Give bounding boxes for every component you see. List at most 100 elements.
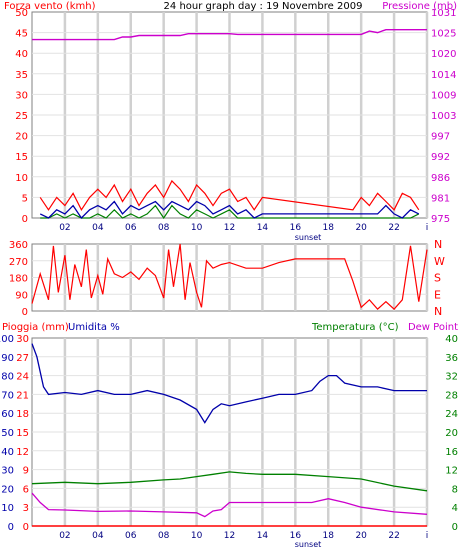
y-tick-label: 20 bbox=[1, 484, 14, 495]
y-tick-label: 70 bbox=[1, 390, 14, 401]
x-tick-label: 08 bbox=[158, 223, 170, 233]
temperature-axis-label: Temperatura (°C) bbox=[311, 322, 399, 333]
sunset-label-1: sunset bbox=[295, 233, 322, 242]
x-tick-label: 22 bbox=[388, 223, 399, 233]
y-tick-label: 40 bbox=[445, 334, 458, 345]
y-tick-label: 50 bbox=[15, 8, 28, 19]
x-tick-label: 14 bbox=[257, 223, 269, 233]
x-tick-label: 18 bbox=[323, 223, 335, 233]
rain-axis-label: Pioggia (mm) bbox=[2, 322, 69, 333]
y-tick-label: 90 bbox=[15, 290, 28, 301]
y-tick-label: 997 bbox=[431, 132, 450, 143]
x-tick-label: 14 bbox=[257, 531, 269, 541]
y-tick-label: 1009 bbox=[431, 90, 456, 101]
y-tick-label: W bbox=[434, 255, 445, 268]
y-tick-label: 30 bbox=[15, 90, 28, 101]
y-tick-label: S bbox=[434, 272, 441, 285]
y-tick-label: 28 bbox=[445, 390, 458, 401]
y-tick-label: 1025 bbox=[431, 29, 456, 40]
y-tick-label: 25 bbox=[15, 111, 28, 122]
y-tick-label: 1020 bbox=[431, 49, 456, 60]
series-line bbox=[31, 343, 427, 424]
pressure-axis-label: Pressione (mb) bbox=[382, 1, 457, 12]
y-tick-label: 975 bbox=[431, 214, 450, 225]
y-tick-label: N bbox=[434, 238, 442, 251]
x-tick-label: 04 bbox=[92, 223, 104, 233]
temperature-humidity-grid bbox=[32, 338, 429, 526]
x-tick-label: 22 bbox=[388, 531, 399, 541]
y-tick-label: 80 bbox=[1, 372, 14, 383]
y-tick-label: 30 bbox=[1, 466, 14, 477]
y-tick-label: 9 bbox=[23, 466, 29, 477]
y-tick-label: 0 bbox=[23, 522, 29, 533]
wind-direction-series bbox=[31, 243, 428, 310]
y-tick-label: 6 bbox=[23, 484, 29, 495]
series-line bbox=[31, 492, 428, 518]
x-tick-label: 12 bbox=[224, 223, 235, 233]
y-tick-label: 40 bbox=[15, 49, 28, 60]
x-tick-label: 16 bbox=[290, 223, 302, 233]
x-tick-label: 20 bbox=[355, 531, 367, 541]
x-tick-label: 16 bbox=[290, 531, 302, 541]
y-tick-label: 20 bbox=[445, 428, 458, 439]
x-tick-label: 02 bbox=[59, 223, 70, 233]
y-tick-label: 16 bbox=[445, 447, 458, 458]
chart-title: 24 hour graph day : 19 Novembre 2009 bbox=[164, 1, 363, 12]
x-tick-label: 12 bbox=[224, 531, 235, 541]
y-tick-label: 4 bbox=[452, 503, 458, 514]
y-tick-label: 992 bbox=[431, 152, 450, 163]
y-tick-label: 90 bbox=[1, 353, 14, 364]
y-tick-label: 15 bbox=[16, 428, 29, 439]
y-tick-label: 10 bbox=[1, 503, 14, 514]
y-tick-label: 100 bbox=[0, 334, 14, 345]
y-tick-label: E bbox=[434, 288, 441, 301]
x-tick-label: 10 bbox=[191, 223, 203, 233]
x-tick-label: 10 bbox=[191, 531, 203, 541]
series-line bbox=[39, 179, 420, 211]
y-tick-label: 24 bbox=[445, 409, 458, 420]
y-tick-label: 60 bbox=[1, 409, 14, 420]
y-tick-label: 0 bbox=[22, 307, 28, 318]
wind-pressure-series bbox=[32, 29, 427, 220]
y-tick-label: 270 bbox=[9, 257, 28, 268]
series-line bbox=[31, 471, 428, 492]
y-tick-label: 45 bbox=[15, 29, 28, 40]
y-tick-label: 8 bbox=[452, 484, 458, 495]
y-tick-label: 32 bbox=[445, 372, 458, 383]
humidity-axis-label: Umidita % bbox=[68, 322, 120, 333]
temperature-humidity-series bbox=[31, 343, 428, 527]
dewpoint-axis-label: Dew Point bbox=[408, 322, 458, 333]
series-line bbox=[32, 29, 427, 41]
wind-axis-label: Forza vento (kmh) bbox=[4, 1, 96, 12]
sunset-label-3: sunset bbox=[295, 540, 322, 549]
y-tick-label: 12 bbox=[16, 447, 29, 458]
x-tick-label: i bbox=[426, 223, 429, 233]
y-tick-label: 981 bbox=[431, 193, 450, 204]
y-tick-label: 0 bbox=[22, 214, 28, 225]
temperature-humidity-tick-labels: 02 04 06 08 10 12 14 16 18 20 22 i01020304050607080… bbox=[0, 334, 458, 541]
y-tick-label: 12 bbox=[445, 466, 458, 477]
y-tick-label: 0 bbox=[8, 522, 14, 533]
y-tick-label: N bbox=[434, 305, 442, 318]
y-tick-label: 30 bbox=[16, 334, 29, 345]
temperature-humidity-panel: 02 04 06 08 10 12 14 16 18 20 22 i01020304050607080… bbox=[0, 322, 458, 549]
y-tick-label: 15 bbox=[15, 152, 28, 163]
y-tick-label: 35 bbox=[15, 70, 28, 81]
y-tick-label: 18 bbox=[16, 409, 29, 420]
y-tick-label: 24 bbox=[16, 372, 29, 383]
y-tick-label: 180 bbox=[9, 274, 28, 285]
wind-pressure-tick-labels: 02 04 06 08 10 12 14 16 18 20 22 i 0 5 10 15 20 25 30 35 40 4… bbox=[15, 8, 456, 233]
x-tick-label: 08 bbox=[158, 531, 170, 541]
y-tick-label: 10 bbox=[15, 173, 28, 184]
series-line bbox=[39, 200, 420, 220]
y-tick-label: 27 bbox=[16, 353, 29, 364]
y-tick-label: 1014 bbox=[431, 70, 456, 81]
x-tick-label: 18 bbox=[323, 531, 335, 541]
x-tick-label: 04 bbox=[92, 531, 104, 541]
y-tick-label: 5 bbox=[22, 193, 28, 204]
y-tick-label: 1003 bbox=[431, 111, 456, 122]
